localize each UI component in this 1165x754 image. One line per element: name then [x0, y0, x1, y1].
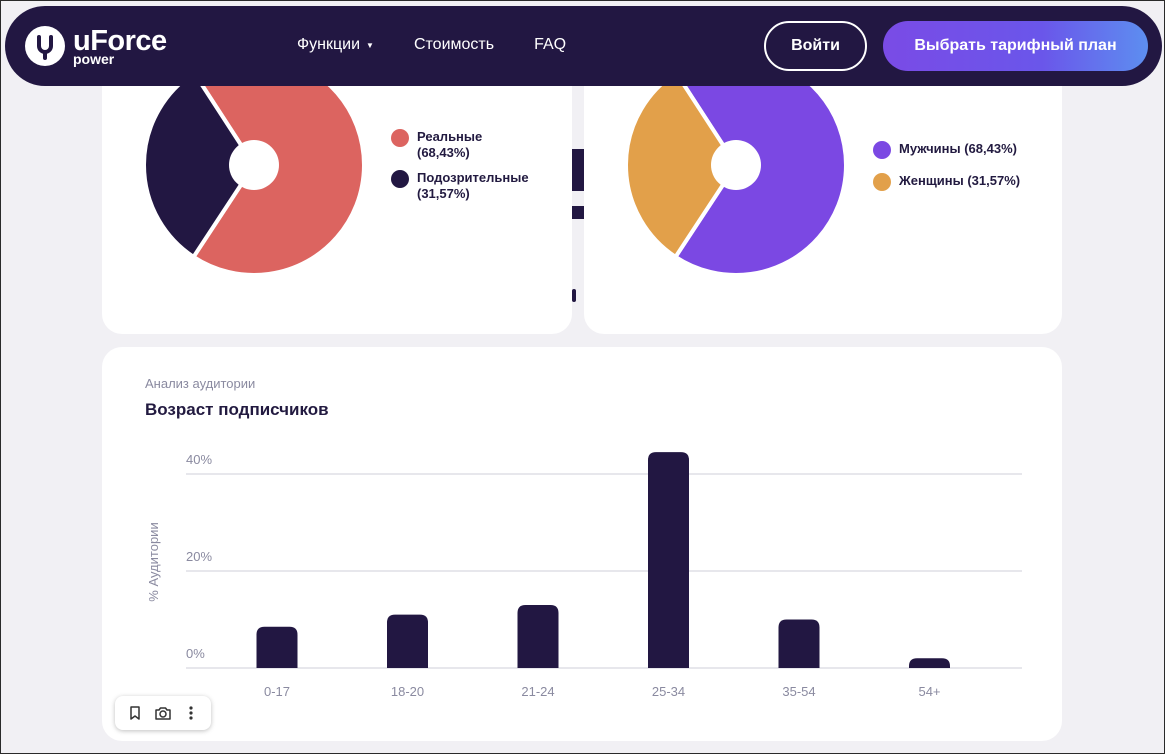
floating-toolbar	[115, 696, 211, 730]
y-axis-label: % Аудитории	[146, 522, 161, 601]
gender-card: Мужчины (68,43%) Женщины (31,57%)	[584, 41, 1062, 334]
chart-subtitle: Анализ аудитории	[145, 376, 256, 391]
gender-pie-slice-1	[624, 70, 738, 259]
nav-faq[interactable]: FAQ	[534, 36, 566, 54]
logo-subtitle: power	[73, 50, 115, 67]
x-tick-label: 35-54	[782, 684, 815, 699]
legend-item-real: Реальные (68,43%)	[391, 129, 529, 161]
authenticity-pie-center-hole	[229, 140, 279, 190]
legend-item-men: Мужчины (68,43%)	[873, 141, 1020, 159]
nav-functions-label: Функции	[297, 36, 361, 53]
bookmark-icon[interactable]	[123, 701, 147, 725]
legend-dot-real	[391, 129, 409, 147]
nav-pricing-label: Стоимость	[413, 36, 495, 53]
x-tick-label: 25-34	[652, 684, 685, 699]
authenticity-card: Реальные (68,43%) Подозрительные (31,57%…	[102, 41, 572, 334]
x-tick-label: 54+	[918, 684, 940, 699]
legend-dot-men	[873, 141, 891, 159]
y-tick-label: 40%	[186, 452, 212, 467]
nav-functions[interactable]: Функции ▼	[297, 36, 374, 54]
gender-legend: Мужчины (68,43%) Женщины (31,57%)	[873, 141, 1020, 200]
authenticity-pie-chart	[142, 53, 366, 277]
logo-title: uForce	[73, 24, 167, 57]
x-tick-label: 21-24	[521, 684, 554, 699]
legend-label-real: Реальные (68,43%)	[417, 129, 483, 160]
main-nav: Функции ▼ Стоимость FAQ	[297, 36, 606, 54]
more-vertical-icon[interactable]	[179, 701, 203, 725]
authenticity-legend: Реальные (68,43%) Подозрительные (31,57%…	[391, 129, 529, 211]
legend-item-women: Женщины (31,57%)	[873, 173, 1020, 191]
background-heading-fragment	[572, 206, 584, 219]
legend-dot-suspicious	[391, 170, 409, 188]
gender-pie-chart	[624, 53, 848, 277]
legend-item-suspicious: Подозрительные (31,57%)	[391, 170, 529, 202]
authenticity-pie-slice-1	[142, 70, 256, 259]
age-bar-chart: 0% 20% 40% % Аудитории 0-17 18-20 21-24 25-34 35…	[146, 452, 1022, 699]
x-tick-label: 0-17	[264, 684, 290, 699]
bar-0-17	[256, 626, 298, 668]
x-tick-label: 18-20	[391, 684, 424, 699]
background-heading-fragment	[572, 149, 584, 191]
choose-plan-button[interactable]: Выбрать тарифный план	[883, 21, 1148, 71]
y-tick-label: 0%	[186, 646, 205, 661]
logo[interactable]: uForce power	[25, 26, 167, 66]
bar-35-54	[778, 619, 820, 668]
camera-icon[interactable]	[151, 701, 175, 725]
legend-dot-women	[873, 173, 891, 191]
bar-21-24	[517, 604, 559, 668]
chart-title: Возраст подписчиков	[145, 400, 329, 419]
bar-18-20	[387, 614, 428, 668]
legend-label-suspicious: Подозрительные (31,57%)	[417, 170, 529, 201]
nav-pricing[interactable]: Стоимость	[414, 36, 494, 54]
age-chart-card: Анализ аудитории Возраст подписчиков 0% 2…	[102, 347, 1062, 741]
logo-icon	[25, 26, 65, 66]
background-heading-fragment	[572, 289, 576, 302]
caret-down-icon: ▼	[366, 40, 374, 50]
login-button[interactable]: Войти	[764, 21, 867, 71]
bar-25-34	[648, 452, 689, 668]
bar-54+	[909, 658, 950, 668]
top-navbar: uForce power Функции ▼ Стоимость FAQ Вой…	[5, 6, 1162, 86]
gender-pie-center-hole	[711, 140, 761, 190]
y-tick-label: 20%	[186, 549, 212, 564]
nav-faq-label: FAQ	[534, 36, 567, 53]
legend-label-men: Мужчины (68,43%)	[899, 141, 1017, 156]
legend-label-women: Женщины (31,57%)	[899, 173, 1021, 188]
